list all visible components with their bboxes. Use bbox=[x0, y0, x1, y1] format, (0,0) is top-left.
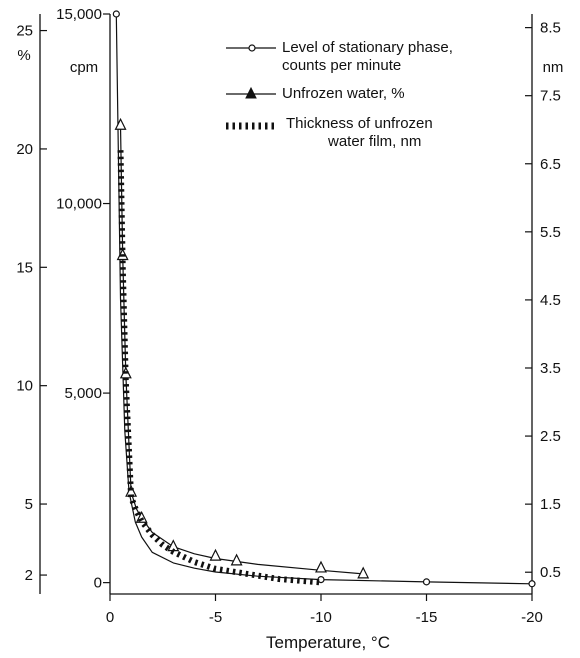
series-point-unfrozen bbox=[357, 566, 370, 579]
series-point-unfrozen bbox=[114, 117, 127, 130]
nm-tick-label: 0.5 bbox=[540, 564, 561, 581]
legend: Level of stationary phase, counts per mi… bbox=[226, 39, 453, 150]
legend-label-stationary-line1: Level of stationary phase, bbox=[282, 39, 453, 56]
nm-tick-label: 8.5 bbox=[540, 20, 561, 37]
percent-tick-label: 15 bbox=[16, 259, 33, 276]
series-point-stationary bbox=[112, 10, 120, 18]
cpm-tick-label: 5,000 bbox=[64, 385, 102, 402]
legend-swatch-stationary-marker bbox=[248, 44, 256, 52]
cpm-axis-ticks: 0 5,000 10,000 15,000 bbox=[56, 6, 110, 592]
percent-tick-label: 25 bbox=[16, 23, 33, 40]
series-point-unfrozen bbox=[315, 560, 327, 573]
nm-tick-label: 5.5 bbox=[540, 224, 561, 241]
cpm-tick-label: 0 bbox=[94, 575, 102, 592]
series-line-1 bbox=[119, 125, 364, 575]
nm-tick-label: 2.5 bbox=[540, 428, 561, 445]
percent-axis-unit: % bbox=[17, 47, 30, 64]
nm-axis-unit: nm bbox=[543, 59, 564, 76]
series-point-unfrozen bbox=[209, 548, 222, 561]
series-line-2 bbox=[117, 150, 322, 586]
nm-tick-label: 4.5 bbox=[540, 292, 561, 309]
cpm-tick-label: 10,000 bbox=[56, 196, 102, 213]
series-layer bbox=[112, 10, 536, 588]
nm-tick-label: 6.5 bbox=[540, 156, 561, 173]
percent-tick-label: 5 bbox=[25, 496, 33, 513]
x-tick-label: 0 bbox=[106, 609, 114, 626]
series-point-unfrozen bbox=[230, 553, 243, 566]
legend-label-film-line1: Thickness of unfrozen bbox=[286, 115, 433, 132]
series-point-stationary bbox=[422, 578, 431, 586]
x-tick-label: -15 bbox=[416, 609, 438, 626]
x-tick-label: -10 bbox=[310, 609, 332, 626]
x-axis-title: Temperature, °C bbox=[266, 633, 390, 652]
nm-tick-label: 7.5 bbox=[540, 88, 561, 105]
percent-tick-label: 20 bbox=[16, 141, 33, 158]
series-point-stationary bbox=[528, 580, 536, 588]
nm-axis-ticks: 0.5 1.5 2.5 3.5 4.5 5.5 6.5 7.5 8.5 bbox=[525, 20, 561, 581]
x-tick-label: -20 bbox=[521, 609, 543, 626]
nm-tick-label: 1.5 bbox=[540, 496, 561, 513]
x-axis-ticks: 0 -5 -10 -15 -20 bbox=[106, 594, 543, 626]
legend-swatch-unfrozen-marker bbox=[245, 86, 257, 99]
percent-tick-label: 10 bbox=[16, 378, 33, 395]
nm-tick-label: 3.5 bbox=[540, 360, 561, 377]
legend-label-stationary-line2: counts per minute bbox=[282, 57, 401, 74]
legend-label-film-line2: water film, nm bbox=[327, 133, 421, 150]
legend-label-unfrozen: Unfrozen water, % bbox=[282, 85, 405, 102]
cpm-axis-unit: cpm bbox=[70, 59, 98, 76]
percent-tick-label: 2 bbox=[25, 567, 33, 584]
cpm-tick-label: 15,000 bbox=[56, 6, 102, 23]
x-tick-label: -5 bbox=[209, 609, 222, 626]
